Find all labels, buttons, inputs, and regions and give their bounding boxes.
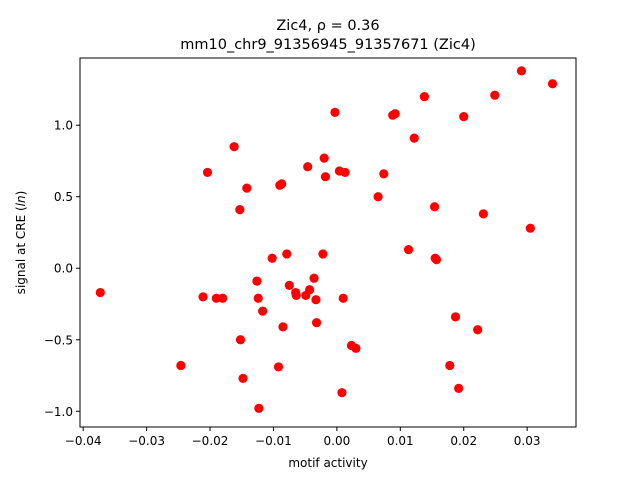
data-point	[284, 280, 294, 291]
data-point	[450, 312, 461, 322]
x-axis-ticks: −0.04 −0.03 −0.02 −0.01 0.00 0.01 0.02 0.03	[65, 427, 541, 448]
data-point	[340, 167, 350, 178]
data-point	[320, 172, 331, 182]
x-tick-label: 0.00	[324, 434, 351, 448]
data-point	[390, 109, 400, 119]
x-tick-label: −0.04	[65, 434, 102, 448]
data-point	[282, 249, 292, 259]
y-tick-label: −1.0	[44, 405, 73, 419]
data-point	[309, 273, 319, 283]
data-point	[267, 253, 277, 263]
data-point	[516, 66, 527, 76]
data-point	[291, 290, 301, 301]
data-point	[311, 295, 321, 305]
data-point	[211, 293, 221, 303]
y-tick-label: −0.5	[44, 333, 73, 347]
data-point	[202, 167, 213, 178]
y-tick-label: 0.0	[54, 262, 73, 276]
y-axis-label: signal at CRE (ln)	[14, 191, 28, 295]
data-point	[379, 169, 389, 179]
data-point	[305, 285, 315, 295]
data-point	[338, 293, 348, 303]
data-point	[319, 153, 329, 163]
data-point	[373, 192, 383, 202]
y-axis-label-suffix: )	[14, 191, 28, 196]
x-axis-label: motif activity	[288, 456, 367, 470]
chart-title-line2: mm10_chr9_91356945_91357671 (Zic4)	[180, 37, 476, 53]
data-point	[547, 79, 558, 89]
data-point	[490, 90, 500, 100]
data-point	[238, 373, 248, 383]
data-point	[277, 179, 287, 189]
x-tick-label: −0.03	[128, 434, 165, 448]
y-tick-label: 0.5	[54, 190, 73, 204]
data-point	[431, 255, 442, 265]
data-point	[330, 107, 340, 117]
data-point	[318, 249, 328, 259]
data-point	[473, 325, 483, 335]
data-point	[242, 183, 252, 193]
x-tick-label: 0.03	[514, 434, 541, 448]
data-point	[95, 287, 105, 298]
data-point	[258, 306, 268, 316]
y-tick-label: 1.0	[54, 119, 73, 133]
data-point	[198, 292, 208, 302]
data-point	[459, 112, 469, 122]
data-point	[303, 162, 313, 172]
data-point	[252, 276, 262, 286]
x-tick-label: 0.01	[387, 434, 414, 448]
data-point	[337, 388, 347, 398]
data-point	[254, 403, 264, 414]
data-point	[218, 293, 228, 303]
data-point	[311, 317, 322, 328]
x-tick-label: 0.02	[450, 434, 477, 448]
data-point	[445, 360, 455, 371]
data-point	[176, 360, 186, 371]
data-point	[235, 205, 245, 215]
y-axis-label-italic: ln	[14, 195, 28, 206]
data-point	[409, 133, 419, 143]
data-point	[273, 362, 284, 372]
data-point	[525, 223, 535, 233]
data-point	[429, 202, 440, 212]
data-point	[235, 335, 246, 345]
data-point	[229, 142, 239, 152]
data-point	[253, 293, 263, 303]
data-point	[278, 322, 288, 332]
data-point	[403, 245, 414, 255]
chart-title-line1: Zic4, ρ = 0.36	[276, 18, 379, 34]
data-points	[95, 66, 558, 414]
data-point	[478, 209, 488, 219]
x-tick-label: −0.02	[192, 434, 229, 448]
data-point	[419, 92, 430, 102]
y-axis-label-prefix: signal at CRE (	[14, 206, 28, 294]
plot-frame	[79, 57, 577, 428]
data-point	[351, 343, 361, 353]
y-axis-ticks: −1.0 −0.5 0.0 0.5 1.0	[44, 119, 80, 419]
data-point	[454, 383, 464, 393]
x-tick-label: −0.01	[255, 434, 292, 448]
